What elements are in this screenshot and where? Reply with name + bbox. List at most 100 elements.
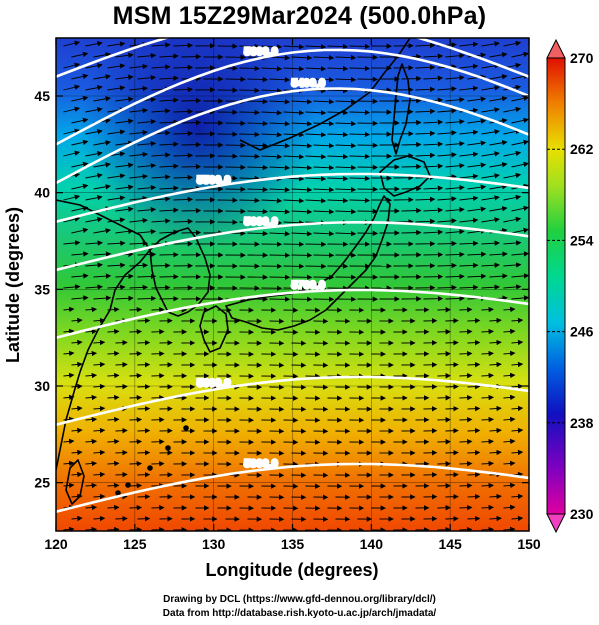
wind-vector [291,143,313,149]
wind-vector [107,195,126,201]
wind-vector [423,141,444,147]
wind-vector [159,53,179,59]
wind-vector [349,197,371,204]
wind-vector [489,52,508,58]
wind-vector [511,95,529,102]
wind-vector [283,154,305,160]
wind-vector [437,130,457,136]
wind-vector [85,195,103,201]
wind-vector [481,129,500,135]
y-axis-title: Latitude (degrees) [3,207,23,363]
wind-vector [137,163,157,169]
coastlines [56,38,431,505]
wind-vector [401,163,422,170]
wind-vector [71,449,83,456]
wind-vector [261,153,283,160]
wind-vector [503,284,522,290]
wind-vector [247,164,269,171]
wind-vector [349,109,371,116]
wind-vector [467,493,481,500]
wind-vector [115,184,134,190]
wind-vector [129,85,148,92]
wind-vector [459,173,479,180]
x-tick-label: 140 [360,536,384,552]
wind-vector [261,43,283,50]
wind-vector [71,361,83,368]
wind-vector [291,187,313,193]
wind-vector [445,515,459,522]
wind-vector [71,405,83,412]
wind-vector [115,449,128,456]
wind-vector [85,394,98,401]
wind-vector [467,96,487,102]
wind-vector [445,339,459,346]
wind-vector [63,350,75,357]
wind-vector [151,174,171,180]
wind-vector [93,383,106,390]
wind-vector [489,251,508,257]
wind-vector [423,207,444,213]
wind-vector [247,120,269,127]
wind-vector [151,284,171,291]
wind-vector [93,493,106,500]
wind-vector [445,97,465,103]
wind-vector [63,460,75,467]
wind-vector [137,119,157,125]
wind-vector [423,185,444,191]
wind-vector [115,140,134,146]
height-contours: 5200.0 5300.0 5400.0 5500.0 5600.0 5700.0 5800… [56,38,529,513]
wind-vector [247,186,269,193]
wind-vector [401,75,422,82]
credit-drawing: Drawing by DCL (https://www.gfd-dennou.o… [163,594,436,605]
wind-vector [291,77,313,83]
wind-vector [93,427,106,434]
wind-vector [489,184,508,190]
wind-vector [115,295,134,302]
wind-vector [481,41,500,47]
wind-vector [129,217,148,224]
wind-vector [489,449,502,456]
wind-vector [129,173,148,180]
wind-vector [481,151,500,157]
wind-vector [93,515,106,522]
wind-vector [489,361,502,368]
wind-vector [107,526,120,531]
wind-vector [129,129,148,136]
wind-vector [85,372,98,379]
wind-vector [423,53,444,59]
wind-vector [115,427,128,434]
wind-vector [445,185,465,191]
wind-vector [115,52,134,58]
wind-vector [511,449,524,456]
wind-vector [467,449,481,456]
wind-vector [115,162,134,168]
wind-vector [129,460,143,467]
wind-vector [467,251,487,258]
wind-vector [467,118,487,124]
wind-vector [239,197,260,204]
wind-vector [115,471,128,478]
wind-vector [107,460,120,467]
wind-vector [335,164,357,171]
wind-vector [71,139,89,146]
wind-vector [489,140,508,146]
wind-vector [305,198,327,204]
wind-vector [459,504,473,511]
wind-vector [269,76,291,83]
wind-vector [239,109,260,116]
wind-vector [437,196,457,202]
wind-vector [401,207,422,214]
wind-vector [115,361,128,368]
wind-vector [137,515,151,522]
wind-vector [459,460,473,467]
wind-vector [137,185,157,191]
height-contour-line [56,87,529,185]
wind-vector [481,63,500,69]
wind-vector [85,85,103,91]
wind-vector [291,231,313,237]
wind-vector [437,152,457,158]
wind-vector [71,317,83,324]
wind-vector [313,120,335,127]
wind-vector [327,131,349,138]
wind-vector [71,227,89,234]
